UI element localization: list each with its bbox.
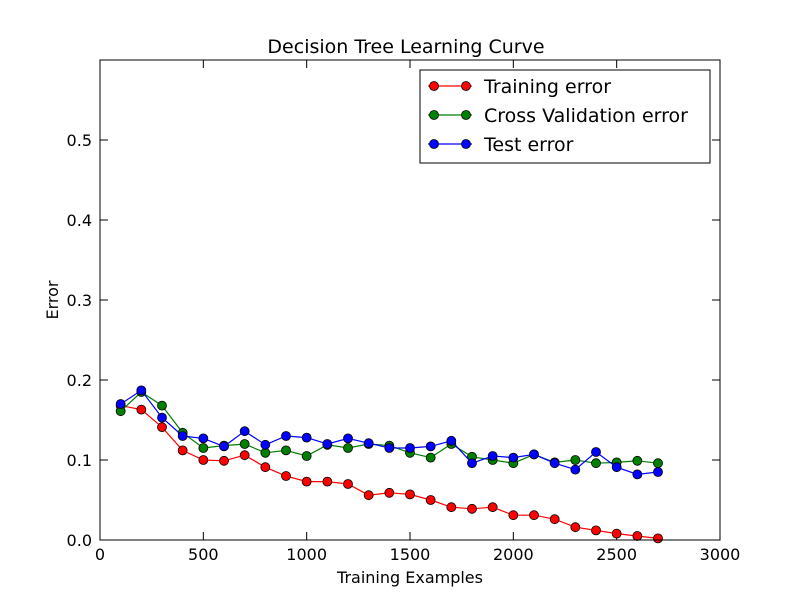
y-axis-label: Error <box>43 280 62 319</box>
training-error-point <box>281 471 291 481</box>
series-layer <box>115 385 663 544</box>
y-tick-label: 0.4 <box>67 211 92 230</box>
cross-validation-error-point <box>239 439 250 449</box>
test-error-point <box>260 439 271 450</box>
y-tick-label: 0.0 <box>67 531 92 550</box>
training-error-point <box>591 525 601 536</box>
training-error-point <box>446 502 457 513</box>
test-error-point <box>301 432 312 443</box>
test-error-point <box>405 443 415 453</box>
y-tick-label: 0.1 <box>67 451 92 470</box>
x-tick-label: 1500 <box>390 545 431 564</box>
test-error-point <box>136 385 147 396</box>
x-tick-label: 2500 <box>596 545 637 564</box>
training-error-point <box>405 489 415 500</box>
legend-marker-test-error <box>429 139 439 149</box>
y-tick-label: 0.5 <box>67 131 92 150</box>
training-error-point <box>343 479 353 489</box>
cross-validation-error-point <box>425 452 436 463</box>
y-tick-label: 0.3 <box>67 291 92 310</box>
cross-validation-error-point <box>653 458 663 469</box>
test-error-point <box>177 431 188 441</box>
x-tick-label: 2000 <box>493 545 534 564</box>
legend-marker-cross-validation-error <box>461 110 471 120</box>
test-error-point <box>570 464 581 475</box>
training-error-point <box>632 531 643 541</box>
test-error-point <box>115 399 126 409</box>
x-axis-label: Training Examples <box>336 568 483 587</box>
test-error-point <box>591 447 601 457</box>
training-error-point <box>611 528 622 539</box>
chart-title: Decision Tree Learning Curve <box>267 36 544 58</box>
legend-label-cross-validation-error: Cross Validation error <box>484 105 688 127</box>
training-error-point <box>301 476 312 487</box>
training-error-point <box>322 476 333 487</box>
cross-validation-error-point <box>198 443 209 453</box>
test-error-point <box>322 439 333 449</box>
cross-validation-error-point <box>591 458 601 469</box>
training-error-point <box>508 510 519 521</box>
legend: Training error Cross Validation error Test… <box>419 69 711 164</box>
test-error-point <box>487 451 498 461</box>
cross-validation-error-point <box>570 455 581 465</box>
test-error-point <box>508 452 519 463</box>
training-error-point <box>198 455 209 465</box>
cross-validation-error-point <box>301 451 312 461</box>
x-tick-label: 500 <box>188 545 219 564</box>
legend-marker-training-error <box>461 81 471 91</box>
test-error-point <box>653 467 663 477</box>
test-error-point <box>198 433 209 444</box>
training-error-point <box>549 514 560 525</box>
training-error-point <box>136 404 147 415</box>
test-error-point <box>632 469 643 480</box>
test-error-point <box>363 438 374 449</box>
test-error-point <box>343 433 353 444</box>
x-tick-label: 0 <box>95 545 105 564</box>
cross-validation-error-point <box>632 455 643 466</box>
training-error-point <box>260 462 271 473</box>
legend-label-training-error: Training error <box>483 76 611 98</box>
test-error-point <box>529 449 539 460</box>
axis-ticks: 0 500 1000 1500 2000 2500 3000 0.0 0.1 0.2 0.3 0.4 0… <box>67 60 741 564</box>
test-error-point <box>425 441 436 452</box>
training-error-point <box>467 503 477 514</box>
test-error-point <box>157 412 167 423</box>
training-error-point <box>219 455 229 466</box>
test-error-point <box>549 458 560 469</box>
cross-validation-error-point <box>281 445 291 456</box>
training-error-point <box>177 445 188 456</box>
training-error-point <box>487 502 498 513</box>
test-error-point <box>239 426 250 437</box>
training-error-point <box>529 510 539 521</box>
test-error-point <box>611 462 622 473</box>
legend-marker-test-error <box>461 139 471 149</box>
cross-validation-error-point <box>343 443 353 453</box>
test-error-point <box>219 441 229 452</box>
plot-frame <box>99 59 721 541</box>
test-error-point <box>384 443 395 453</box>
training-error-point <box>239 450 250 461</box>
test-error-point <box>446 435 457 446</box>
training-error-point <box>157 422 167 433</box>
training-error-point <box>384 487 395 498</box>
legend-marker-cross-validation-error <box>429 110 439 120</box>
test-error-point <box>281 431 291 441</box>
legend-marker-training-error <box>429 81 439 91</box>
training-error-point <box>570 522 581 533</box>
y-tick-label: 0.2 <box>67 371 92 390</box>
legend-label-test-error: Test error <box>483 134 574 156</box>
x-tick-label: 3000 <box>700 545 741 564</box>
test-error-point <box>467 458 477 469</box>
training-error-point <box>425 495 436 505</box>
x-tick-label: 1000 <box>286 545 327 564</box>
training-error-point <box>363 490 374 501</box>
training-error-point <box>653 533 663 544</box>
cross-validation-error-point <box>157 400 167 411</box>
